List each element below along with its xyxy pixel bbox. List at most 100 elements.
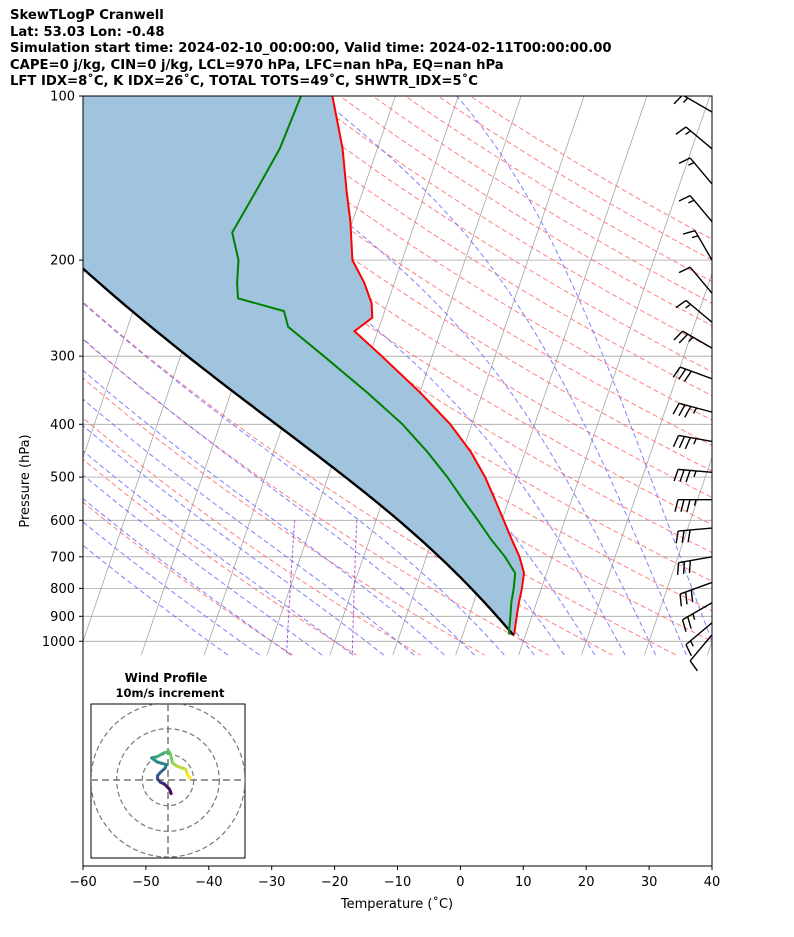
barb-half-flag: [693, 470, 697, 478]
x-tick-label: 30: [641, 875, 658, 890]
dry-adiabat-line: [83, 98, 712, 526]
barb-flag: [675, 530, 679, 544]
x-tick-label: −40: [195, 875, 222, 890]
barb-half-flag: [689, 640, 694, 647]
barb-flag: [672, 366, 681, 378]
y-axis-label: Pressure (hPa): [18, 434, 33, 527]
barb-flag: [685, 644, 692, 657]
barb-flag: [679, 469, 685, 482]
barb-flag: [688, 560, 692, 573]
cape-cin-fill: [83, 96, 524, 635]
barb-flag: [676, 562, 680, 576]
moist-adiabat-line: [83, 398, 415, 656]
barb-flag: [682, 230, 696, 235]
barb-flag: [685, 470, 691, 483]
wind-barb: [681, 602, 713, 632]
hodograph-plot: [91, 704, 245, 858]
dry-adiabat-line: [273, 96, 712, 373]
barb-half-flag: [691, 235, 699, 239]
chart-title-line-3: Simulation start time: 2024-02-10_00:00:…: [10, 41, 612, 56]
hodograph-segment: [155, 760, 168, 767]
sounding-profiles: [83, 96, 526, 636]
wind-barb: [682, 230, 713, 261]
chart-title-line-1: SkewTLogP Cranwell: [10, 8, 164, 23]
moist-adiabat-line: [83, 450, 354, 656]
y-tick-label: 600: [50, 514, 75, 529]
x-tick-label: −50: [132, 875, 159, 890]
barb-half-flag: [685, 130, 691, 136]
barb-staff: [689, 157, 713, 185]
barb-half-flag: [692, 407, 698, 414]
y-tick-label: 1000: [42, 635, 75, 650]
barb-flag: [684, 406, 692, 418]
y-tick-label: 800: [50, 582, 75, 597]
barb-flag: [678, 266, 691, 274]
barb-flag: [687, 616, 692, 629]
dry-adiabat-line: [83, 130, 712, 554]
barb-flag: [681, 530, 685, 543]
barb-staff: [689, 195, 713, 223]
wind-barb: [673, 96, 713, 113]
barb-flag: [689, 660, 698, 672]
y-tick-label: 200: [50, 254, 75, 269]
isotherm-line: [770, 84, 794, 655]
x-tick-label: −20: [321, 875, 348, 890]
wind-barb: [673, 468, 713, 483]
wind-barb: [675, 126, 713, 150]
dry-adiabat-line: [83, 377, 485, 656]
dry-adiabat-line: [83, 301, 613, 656]
temperature-profile-line: [331, 96, 526, 635]
wind-barb: [678, 157, 713, 185]
wind-barb: [678, 266, 713, 294]
barb-half-flag: [688, 336, 694, 343]
barb-flag: [683, 370, 692, 382]
barb-half-flag: [693, 438, 697, 445]
x-tick-label: −10: [384, 875, 411, 890]
moist-adiabat-line: [191, 96, 657, 656]
hodograph-subtitle: 10m/s increment: [116, 686, 225, 700]
wind-barb: [674, 498, 712, 512]
isotherm-line: [0, 84, 85, 655]
wind-barb: [676, 556, 713, 576]
dry-adiabat-line: [241, 96, 712, 397]
wind-barb: [689, 634, 713, 672]
mixing-ratio-line: [286, 520, 296, 656]
barb-flag: [678, 404, 686, 417]
barb-flag: [678, 194, 691, 202]
x-tick-label: −30: [258, 875, 285, 890]
barb-flag: [680, 499, 685, 512]
y-tick-label: 500: [50, 471, 75, 486]
moist-adiabat-line: [456, 96, 712, 643]
isotherm-line: [329, 96, 522, 656]
barb-flag: [674, 499, 679, 512]
wind-barb: [672, 402, 713, 418]
moist-adiabat-line: [83, 302, 505, 656]
y-tick-label: 300: [50, 350, 75, 365]
wind-barbs: [672, 96, 713, 672]
isotherm-line: [644, 456, 712, 656]
barb-flag: [686, 499, 691, 512]
chart-title-line-4: CAPE=0 j/kg, CIN=0 j/kg, LCL=970 hPa, LF…: [10, 57, 504, 73]
barb-flag: [673, 469, 679, 482]
x-tick-label: −60: [69, 875, 96, 890]
barb-flag: [675, 299, 687, 309]
barb-flag: [678, 436, 686, 449]
x-tick-label: 40: [704, 875, 721, 890]
barb-flag: [678, 333, 689, 344]
barb-staff: [678, 556, 713, 564]
parcel-profile-line: [83, 266, 515, 636]
y-tick-label: 100: [50, 90, 75, 105]
wind-barb: [679, 581, 713, 607]
y-tick-label: 700: [50, 550, 75, 565]
barb-half-flag: [688, 161, 695, 166]
dry-adiabat-line: [83, 338, 549, 656]
x-tick-label: 0: [456, 875, 464, 890]
dry-adiabat-line: [83, 458, 357, 656]
barb-flag: [672, 435, 680, 448]
barb-flag: [684, 591, 688, 605]
isotherm-line: [706, 640, 712, 656]
chart-title-block: SkewTLogP Cranwell Lat: 53.03 Lon: -0.48…: [10, 8, 612, 91]
mixing-ratio-line: [351, 520, 358, 656]
barb-half-flag: [685, 303, 691, 309]
